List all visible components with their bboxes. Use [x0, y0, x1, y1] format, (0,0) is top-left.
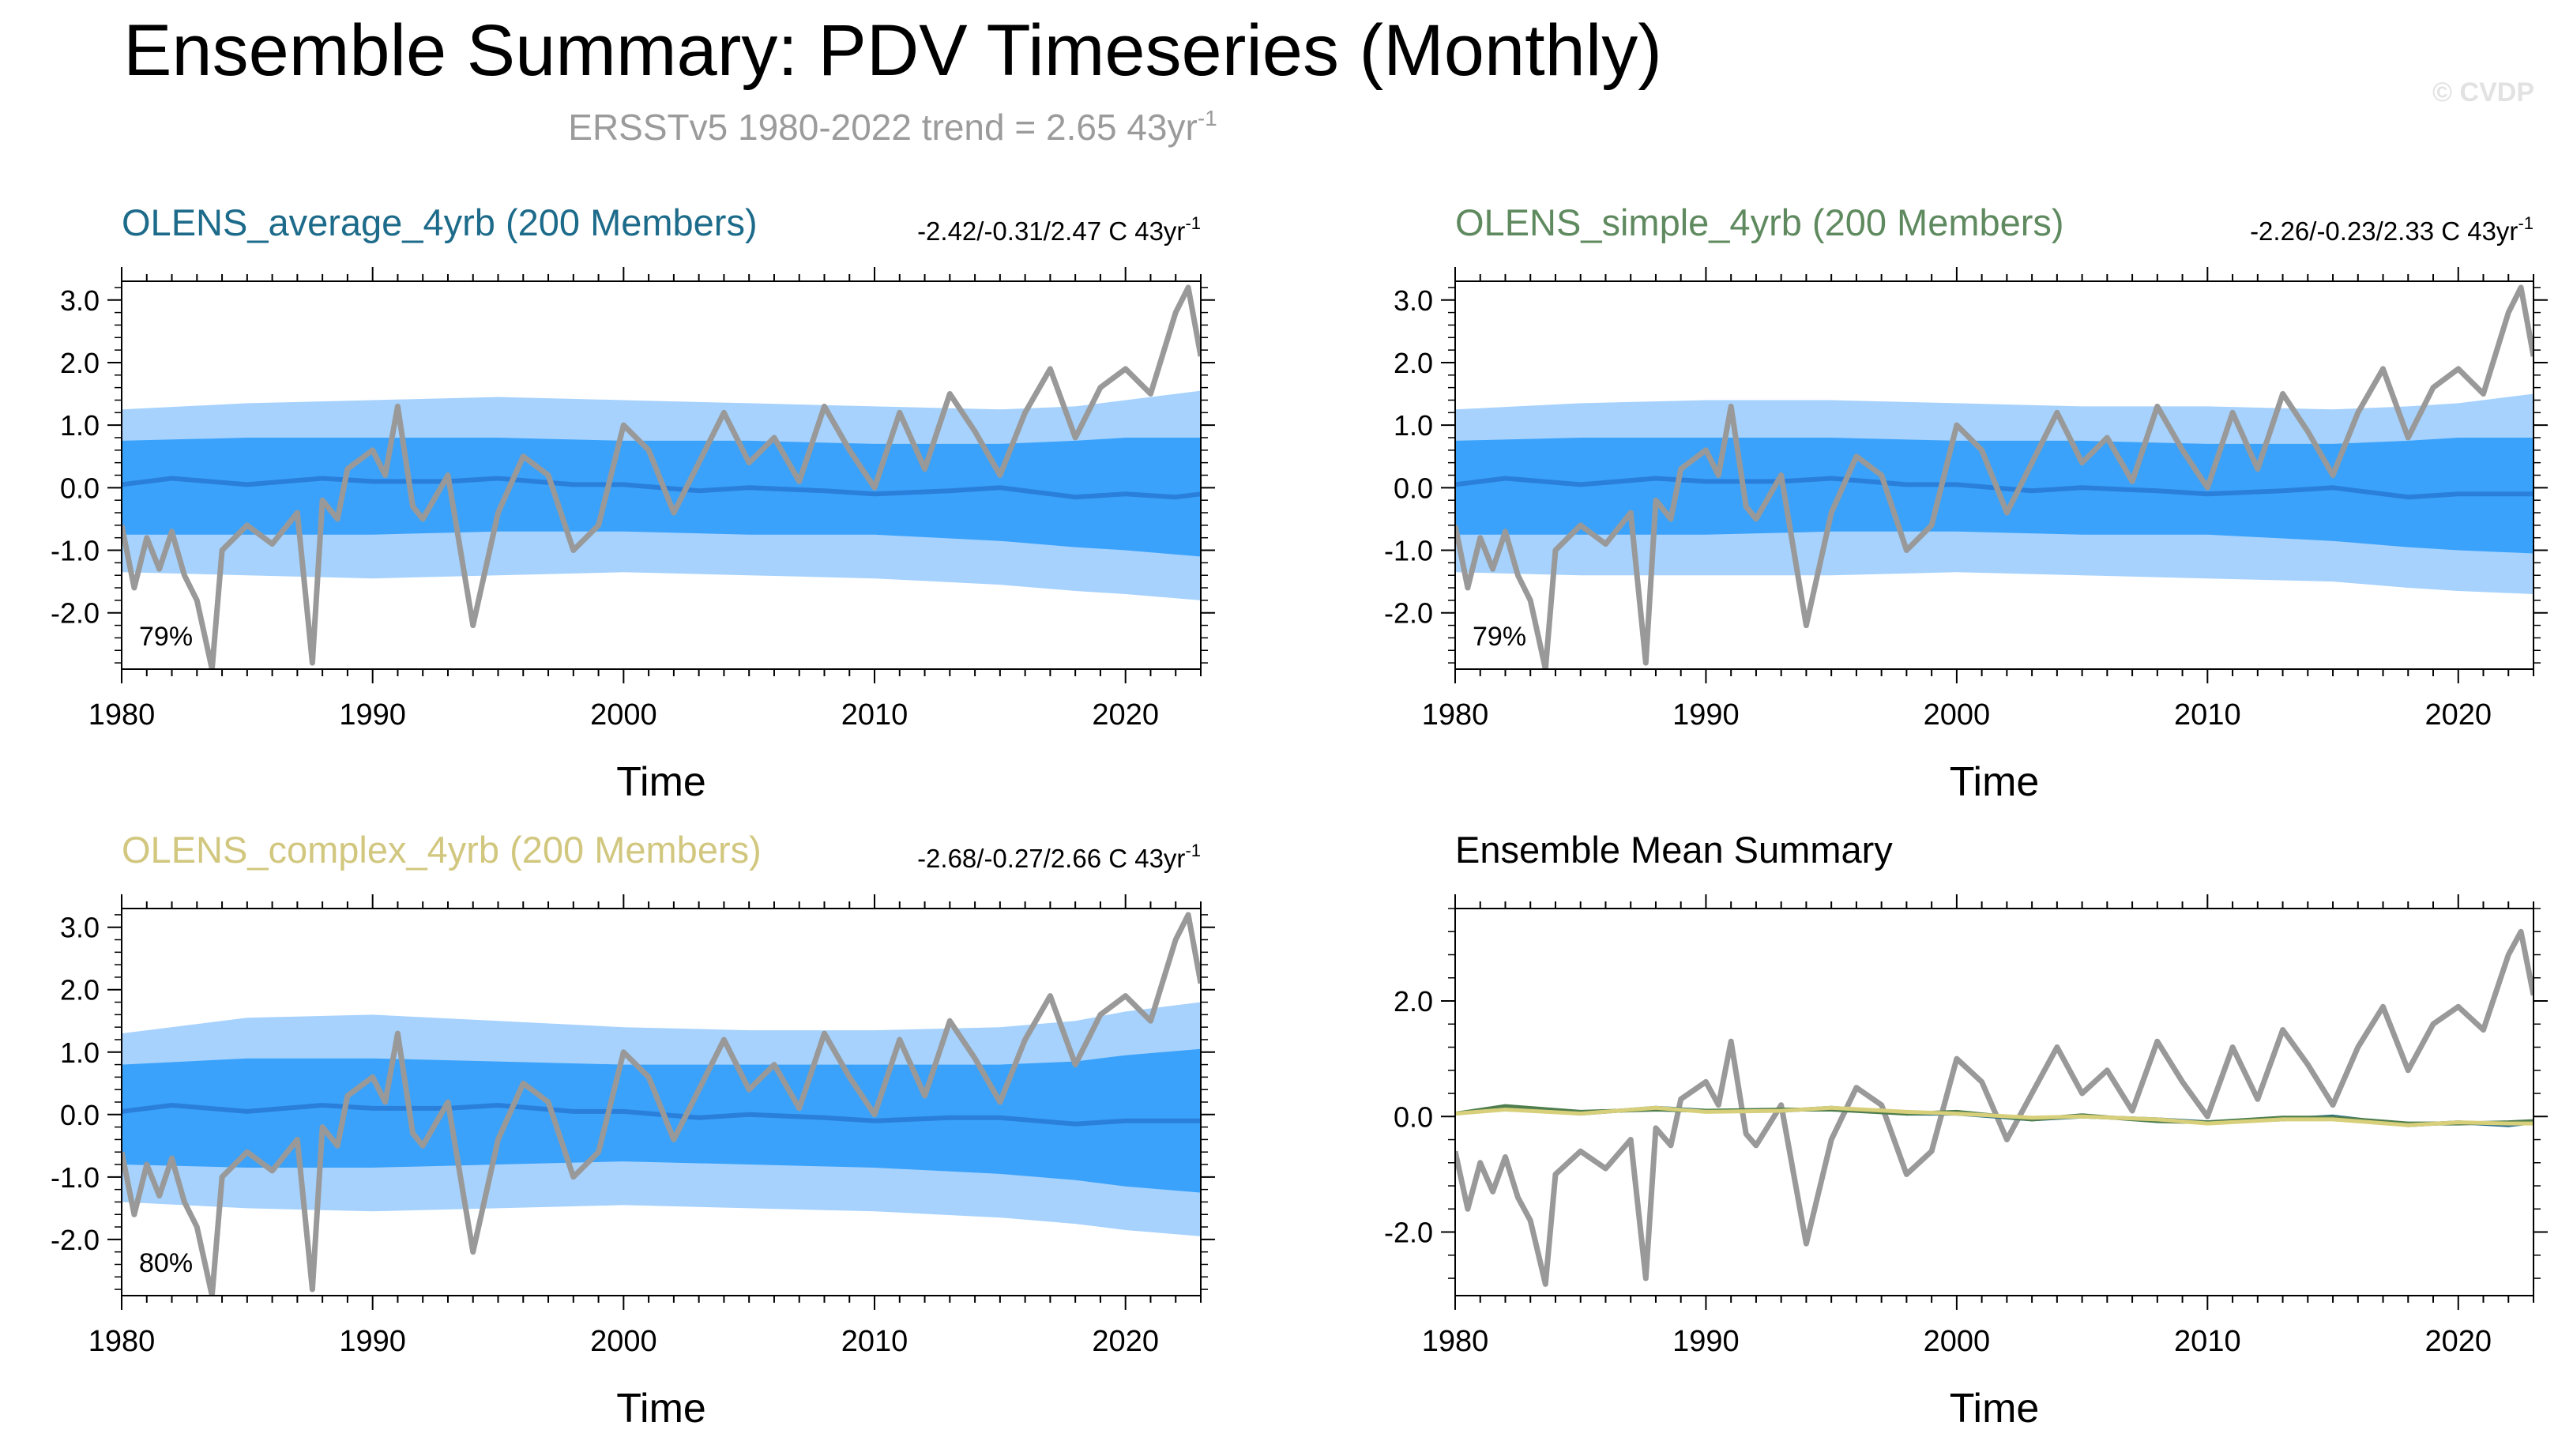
y-tick-label: 3.0 [60, 284, 100, 317]
x-tick-label: 2000 [590, 698, 657, 732]
figure-subtitle-text: ERSSTv5 1980-2022 trend = 2.65 43yr [568, 107, 1198, 148]
observed-line [1455, 928, 2534, 1287]
observed-line [1455, 284, 2534, 669]
x-tick-label: 2010 [2174, 1325, 2241, 1358]
x-tick-label: 2020 [2424, 1325, 2492, 1358]
y-tick-label: 1.0 [1394, 409, 1433, 442]
panel-stats: -2.26/-0.23/2.33 C 43yr-1 [2250, 213, 2534, 246]
y-tick-label: 2.0 [1394, 347, 1433, 379]
inner-spread-band [1455, 438, 2534, 554]
y-tick-label: 0.0 [1394, 472, 1433, 504]
x-tick-label: 2000 [1924, 698, 1991, 732]
plot-area [1455, 928, 2534, 1287]
figure-subtitle-sup: -1 [1198, 106, 1217, 130]
x-tick-label: 1980 [88, 1325, 156, 1358]
percent-label: 79% [1473, 622, 1526, 652]
y-tick-label: 0.0 [60, 1099, 100, 1131]
watermark: © CVDP [2432, 77, 2534, 107]
plot-area [122, 284, 1201, 669]
panel-stats-text: -2.68/-0.27/2.66 C 43yr [917, 844, 1185, 873]
mean-complex-line [1455, 1105, 2534, 1127]
panel-title: OLENS_complex_4yrb (200 Members) [122, 829, 762, 871]
x-tick-label: 1990 [339, 698, 406, 732]
plot-area [122, 912, 1201, 1296]
panel-stats-text: -2.26/-0.23/2.33 C 43yr [2250, 216, 2518, 246]
x-axis-label: Time [1950, 1386, 2040, 1432]
panel-title: OLENS_average_4yrb (200 Members) [122, 201, 758, 243]
panel-4: 1980 1990 2000 2010 2020 2.0 0.0 -2.0 Time Ensemb… [1384, 829, 2548, 1432]
x-axis-label: Time [616, 1386, 706, 1432]
percent-label: 79% [139, 622, 193, 652]
ensemble-mean-line [122, 476, 1201, 500]
y-tick-label: 1.0 [60, 1037, 100, 1069]
x-tick-label: 1990 [1672, 1325, 1740, 1358]
x-tick-label: 2020 [1092, 1325, 1159, 1358]
x-tick-label: 2000 [1924, 1325, 1991, 1358]
panel-stats-text: -2.42/-0.31/2.47 C 43yr [917, 216, 1185, 246]
panel-stats-sup: -1 [1185, 841, 1201, 860]
x-tick-label: 2010 [2174, 698, 2241, 732]
panel-stats: -2.68/-0.27/2.66 C 43yr-1 [917, 841, 1201, 873]
plot-frame [1454, 908, 2534, 1296]
figure-title: Ensemble Summary: PDV Timeseries (Monthl… [123, 10, 1662, 91]
observed-line [122, 912, 1201, 1296]
ensemble-mean-line [1455, 476, 2534, 500]
panel-title: Ensemble Mean Summary [1455, 829, 1893, 871]
y-tick-label: 3.0 [60, 912, 100, 944]
panel-1: 1980 1990 2000 2010 2020 3.0 2.0 1.0 0.0 -1.0 -2.0… [51, 201, 1215, 805]
y-tick-label: 0.0 [1394, 1100, 1433, 1133]
x-tick-label: 1980 [1422, 698, 1489, 732]
x-tick-label: 1980 [88, 698, 156, 732]
x-axis-label: Time [616, 759, 706, 805]
x-axis-label: Time [1950, 759, 2040, 805]
y-tick-label: -1.0 [51, 535, 100, 567]
panel-stats-sup: -1 [2518, 213, 2534, 233]
x-tick-label: 1990 [339, 1325, 406, 1358]
y-tick-label: 0.0 [60, 472, 100, 504]
x-tick-label: 1990 [1672, 698, 1740, 732]
y-tick-label: -2.0 [1384, 597, 1433, 630]
x-tick-label: 2000 [590, 1325, 657, 1358]
y-tick-label: -2.0 [51, 1224, 100, 1256]
y-tick-label: 2.0 [60, 347, 100, 379]
x-tick-label: 2010 [841, 698, 908, 732]
x-tick-label: 2020 [1092, 698, 1159, 732]
x-tick-label: 2020 [2424, 698, 2492, 732]
panel-stats: -2.42/-0.31/2.47 C 43yr-1 [917, 213, 1201, 246]
percent-label: 80% [139, 1248, 193, 1278]
panel-2: 1980 1990 2000 2010 2020 3.0 2.0 1.0 0.0 -1.0 -2.0… [1384, 201, 2548, 805]
panel-3: 1980 1990 2000 2010 2020 3.0 2.0 1.0 0.0 -1.0 -2.0… [51, 829, 1215, 1432]
y-tick-label: -1.0 [51, 1161, 100, 1194]
inner-spread-band [122, 438, 1201, 557]
y-tick-label: -2.0 [1384, 1217, 1433, 1249]
ensemble-mean-line [122, 1103, 1201, 1127]
y-tick-label: 3.0 [1394, 284, 1433, 317]
y-tick-label: 2.0 [60, 974, 100, 1006]
y-tick-label: -1.0 [1384, 535, 1433, 567]
panel-stats-sup: -1 [1185, 213, 1201, 233]
y-tick-label: 2.0 [1394, 985, 1433, 1018]
x-tick-label: 2010 [841, 1325, 908, 1358]
y-tick-label: -2.0 [51, 597, 100, 630]
panel-title: OLENS_simple_4yrb (200 Members) [1455, 201, 2064, 243]
observed-line [122, 284, 1201, 669]
y-tick-label: 1.0 [60, 409, 100, 442]
plot-area [1455, 284, 2534, 669]
figure-subtitle: ERSSTv5 1980-2022 trend = 2.65 43yr-1 [568, 106, 1217, 148]
x-tick-label: 1980 [1422, 1325, 1489, 1358]
